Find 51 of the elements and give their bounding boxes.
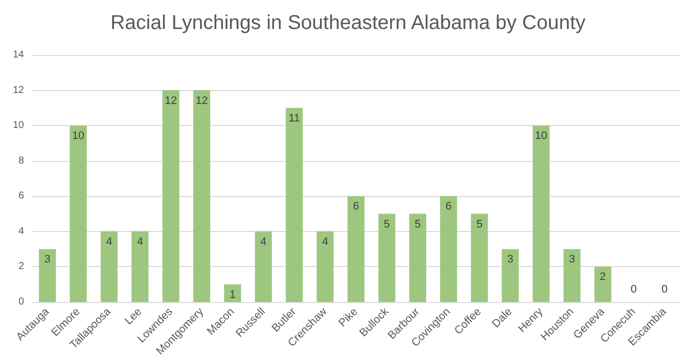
y-tick-label: 2	[18, 261, 24, 272]
y-tick-label: 6	[18, 190, 24, 202]
data-label: 12	[164, 94, 177, 107]
data-label: 4	[106, 236, 112, 248]
bar	[254, 231, 272, 302]
bar	[316, 231, 334, 302]
y-tick-label: 8	[18, 155, 24, 166]
data-label: 10	[72, 130, 84, 142]
bar	[193, 90, 210, 302]
bar	[440, 196, 458, 302]
bar	[100, 231, 118, 302]
bar	[224, 284, 242, 302]
data-label: 2	[600, 271, 606, 284]
y-tick-label: 4	[18, 226, 24, 237]
data-label: 10	[535, 130, 548, 142]
bar	[132, 231, 148, 302]
bar	[564, 249, 580, 302]
chart-title: Racial Lynchings in Southeastern Alabama by County	[110, 12, 586, 34]
y-tick-label: 14	[12, 50, 24, 60]
y-tick-label: 12	[12, 84, 24, 96]
data-label: 6	[352, 200, 360, 213]
bar	[286, 108, 303, 302]
bar	[594, 266, 612, 302]
data-label: 3	[507, 254, 514, 266]
x-tick-label: Dale	[490, 306, 515, 330]
x-tick-label: Pike	[336, 306, 360, 330]
data-label: 6	[446, 200, 452, 213]
data-label: 5	[476, 218, 482, 230]
data-label: 3	[568, 254, 576, 266]
data-label: 4	[136, 236, 144, 248]
data-label: 1	[230, 288, 236, 301]
data-label: 3	[44, 254, 50, 266]
data-label: 5	[414, 218, 421, 230]
bar	[502, 249, 519, 302]
data-label: 4	[322, 236, 328, 248]
bar	[38, 249, 56, 302]
bar	[532, 126, 550, 302]
bar	[470, 214, 488, 302]
bar	[348, 196, 364, 302]
data-label: 0	[630, 284, 637, 296]
data-label: 0	[662, 284, 668, 296]
bar	[162, 90, 180, 302]
data-label: 11	[288, 112, 300, 124]
data-label: 5	[384, 218, 390, 230]
bar	[409, 214, 426, 302]
bar	[70, 126, 87, 302]
data-label: 4	[260, 236, 266, 248]
bar	[378, 214, 396, 302]
data-label: 12	[196, 94, 208, 107]
y-tick-label: 10	[12, 120, 24, 132]
y-tick-label: 0	[18, 296, 24, 308]
